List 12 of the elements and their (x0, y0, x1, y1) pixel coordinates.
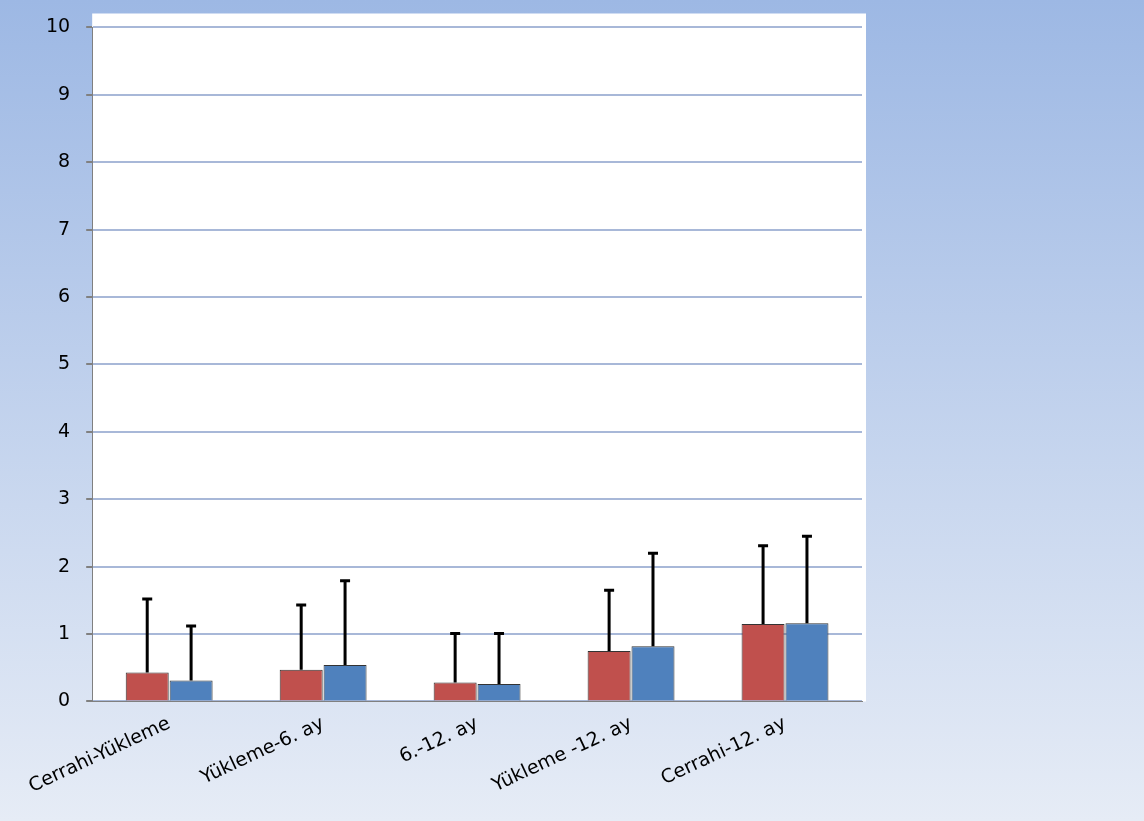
y-tick-label: 2 (58, 553, 71, 576)
y-tick-label: 9 (58, 81, 71, 104)
y-tick-label: 4 (58, 418, 71, 441)
y-tick-label: 3 (58, 486, 71, 509)
y-tick-label: 5 (58, 351, 71, 374)
y-tick-label: 10 (45, 14, 71, 37)
y-tick-label: 1 (58, 621, 71, 644)
y-tick-label: 7 (58, 216, 71, 239)
y-tick-label: 6 (58, 283, 71, 306)
x-tick-label: 6.-12. ay (395, 710, 481, 767)
y-tick-label: 0 (58, 688, 71, 711)
y-tick-label: 8 (58, 149, 71, 172)
